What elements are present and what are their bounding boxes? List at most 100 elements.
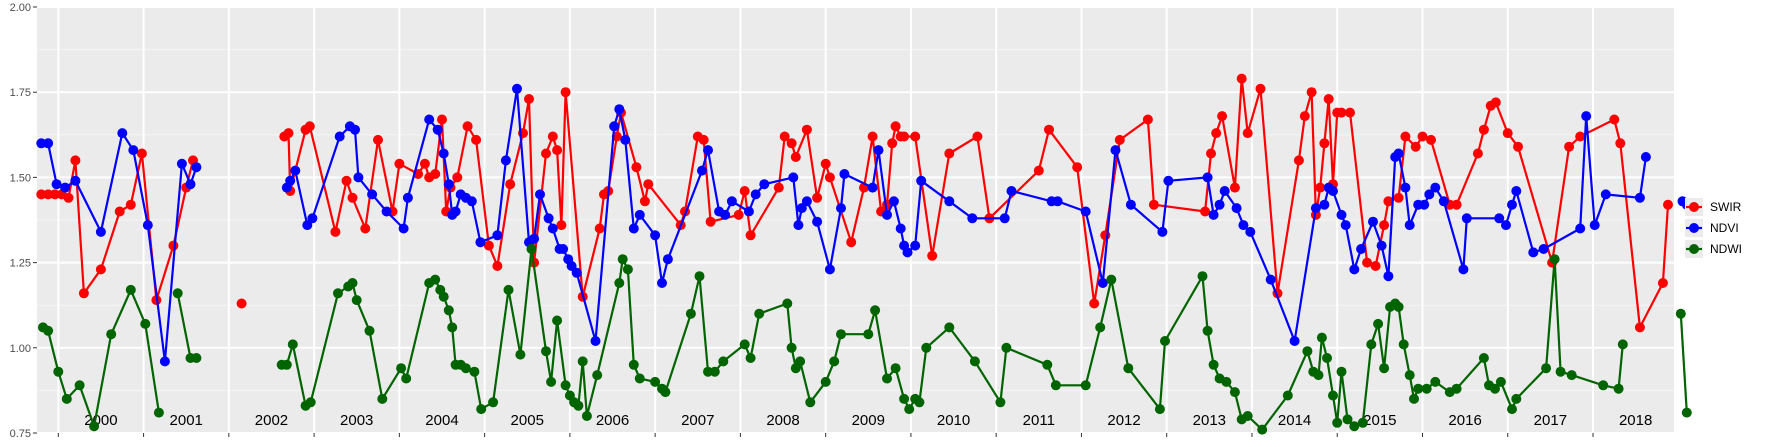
year-label: 2004: [425, 412, 458, 429]
data-point-ndwi: [347, 278, 358, 288]
data-point-ndwi: [305, 397, 316, 408]
data-point-ndvi: [438, 148, 449, 159]
data-point-swir: [168, 240, 179, 251]
data-point-ndvi: [1319, 199, 1330, 210]
data-point-ndwi: [1681, 407, 1692, 418]
data-point-ndwi: [745, 353, 756, 363]
data-point-ndwi: [503, 284, 514, 295]
data-point-ndwi: [1478, 353, 1489, 363]
data-point-swir: [1033, 165, 1044, 176]
data-point-ndwi: [1366, 339, 1377, 350]
data-point-ndvi: [571, 267, 582, 278]
data-point-ndwi: [1221, 376, 1232, 387]
year-label: 2002: [255, 412, 288, 429]
data-point-swir: [492, 261, 503, 271]
data-point-swir: [1345, 107, 1355, 118]
data-point-swir: [1657, 278, 1668, 288]
data-point-ndwi: [914, 397, 925, 408]
data-point-swir: [739, 186, 750, 196]
data-point-ndvi: [916, 175, 927, 186]
data-point-ndwi: [634, 373, 645, 384]
year-label: 2016: [1448, 412, 1481, 429]
data-point-ndwi: [1555, 366, 1566, 377]
data-point-ndvi: [888, 196, 899, 207]
data-point-ndwi: [890, 363, 901, 374]
data-point-ndwi: [795, 356, 806, 367]
data-point-ndvi: [1393, 148, 1404, 159]
y-tick-label: 0.75: [10, 428, 31, 440]
data-point-ndvi: [1356, 244, 1367, 254]
data-point-swir: [899, 131, 910, 142]
data-point-ndvi: [1494, 213, 1505, 224]
legend-item-ndwi: NDWI: [1685, 240, 1742, 258]
data-point-ndvi: [1097, 278, 1108, 288]
data-point-swir: [236, 298, 247, 309]
data-point-ndwi: [1001, 342, 1012, 353]
data-point-ndwi: [1316, 332, 1327, 343]
legend-label: NDWI: [1710, 242, 1742, 256]
data-point-swir: [944, 148, 955, 159]
data-point-ndvi: [801, 196, 812, 207]
data-point-swir: [419, 158, 430, 169]
data-point-ndwi: [401, 373, 412, 384]
data-point-ndwi: [333, 288, 343, 299]
data-point-ndvi: [1419, 199, 1430, 210]
data-point-ndwi: [995, 397, 1006, 408]
data-point-ndwi: [61, 393, 72, 404]
data-point-ndvi: [902, 247, 913, 258]
data-point-ndwi: [1302, 346, 1313, 357]
legend-label: SWIR: [1710, 200, 1742, 214]
data-point-ndvi: [614, 104, 625, 115]
data-point-ndwi: [281, 359, 292, 370]
data-point-ndwi: [1332, 417, 1343, 428]
data-point-ndvi: [381, 206, 392, 217]
data-point-ndvi: [967, 213, 978, 224]
data-point-ndvi: [720, 209, 731, 220]
data-point-ndwi: [1050, 380, 1061, 391]
data-point-swir: [1114, 134, 1125, 145]
data-point-ndwi: [438, 291, 449, 302]
year-label: 2010: [937, 412, 970, 429]
data-point-ndvi: [1125, 199, 1136, 210]
data-point-swir: [125, 199, 136, 210]
y-tick-label: 1.00: [10, 343, 31, 355]
data-point-ndvi: [95, 226, 106, 237]
data-point-swir: [1663, 199, 1673, 210]
data-point-ndwi: [53, 366, 64, 377]
data-point-swir: [1513, 141, 1523, 152]
data-point-ndwi: [460, 363, 471, 374]
data-point-ndwi: [805, 397, 816, 408]
data-point-ndvi: [302, 220, 313, 231]
data-point-ndwi: [125, 284, 136, 295]
data-point-swir: [1634, 322, 1645, 333]
data-point-ndwi: [74, 380, 85, 391]
data-point-ndwi: [153, 407, 164, 418]
data-point-ndvi: [1400, 182, 1411, 193]
data-point-ndvi: [910, 240, 921, 251]
data-point-ndvi: [1501, 220, 1511, 231]
data-point-ndvi: [793, 220, 804, 231]
data-point-swir: [430, 169, 441, 179]
data-point-swir: [812, 192, 823, 203]
data-point-ndwi: [882, 373, 892, 384]
data-point-ndvi: [743, 206, 754, 217]
data-point-ndvi: [944, 196, 955, 207]
data-point-ndvi: [1368, 216, 1378, 227]
data-point-ndvi: [566, 261, 577, 271]
data-point-swir: [745, 230, 756, 241]
data-point-ndwi: [685, 308, 696, 319]
data-point-swir: [890, 121, 901, 132]
data-point-swir: [1044, 124, 1054, 135]
data-point-ndwi: [718, 356, 729, 367]
data-point-ndwi: [1080, 380, 1091, 391]
data-point-ndwi: [1398, 339, 1409, 350]
data-point-swir: [136, 148, 147, 159]
data-point-swir: [1472, 148, 1483, 159]
data-point-swir: [1072, 162, 1083, 173]
year-label: 2015: [1363, 412, 1396, 429]
data-point-ndwi: [526, 244, 537, 254]
data-point-ndvi: [726, 196, 737, 207]
data-point-ndvi: [367, 189, 378, 200]
data-point-ndvi: [424, 114, 435, 125]
data-point-ndvi: [1404, 220, 1415, 231]
